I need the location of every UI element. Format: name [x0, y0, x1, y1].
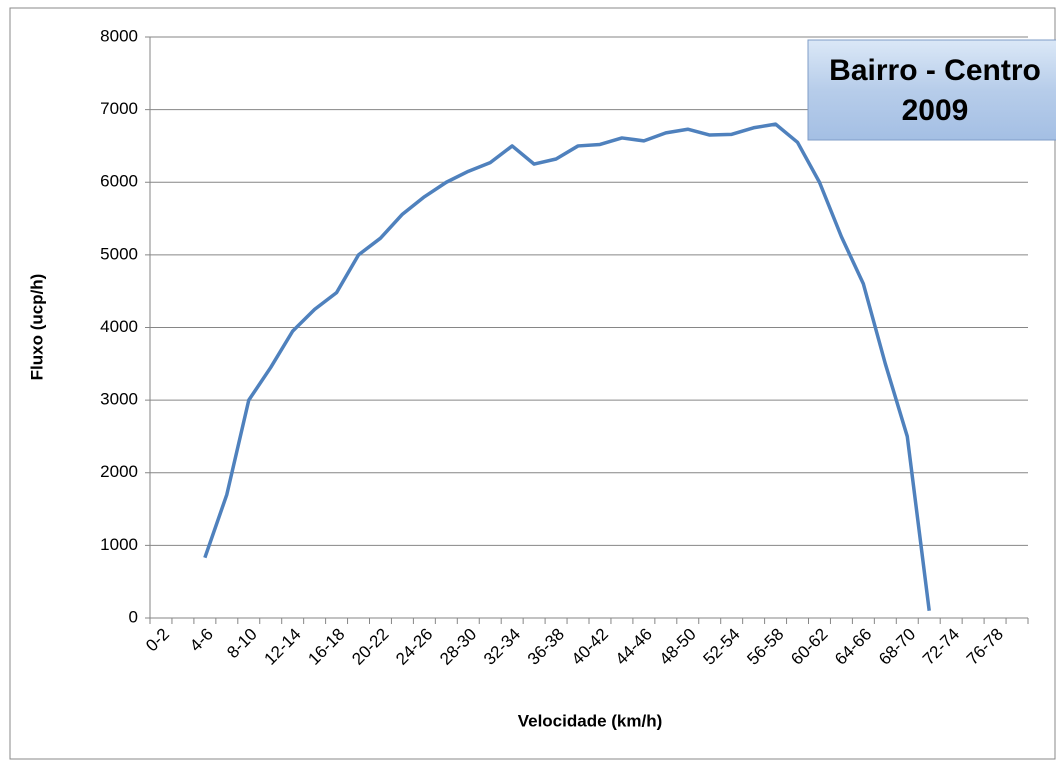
annotation-box — [807, 39, 1056, 141]
y-tick-label: 0 — [129, 607, 138, 626]
y-tick-label: 1000 — [100, 535, 138, 554]
line-series — [203, 122, 931, 611]
y-tick-label: 2000 — [100, 462, 138, 481]
annotation: 2009 — [902, 94, 969, 127]
y-tick-label: 4000 — [100, 317, 138, 336]
x-axis-label: Velocidade (km/h) — [518, 711, 663, 730]
y-tick-label: 8000 — [100, 26, 138, 45]
y-tick-label: 5000 — [100, 244, 138, 263]
y-axis-label: Fluxo (ucp/h) — [27, 274, 46, 381]
y-tick-label: 3000 — [100, 390, 138, 409]
annotation: Bairro - Centro — [829, 54, 1041, 87]
y-tick-label: 6000 — [100, 172, 138, 191]
y-tick-label: 7000 — [100, 99, 138, 118]
